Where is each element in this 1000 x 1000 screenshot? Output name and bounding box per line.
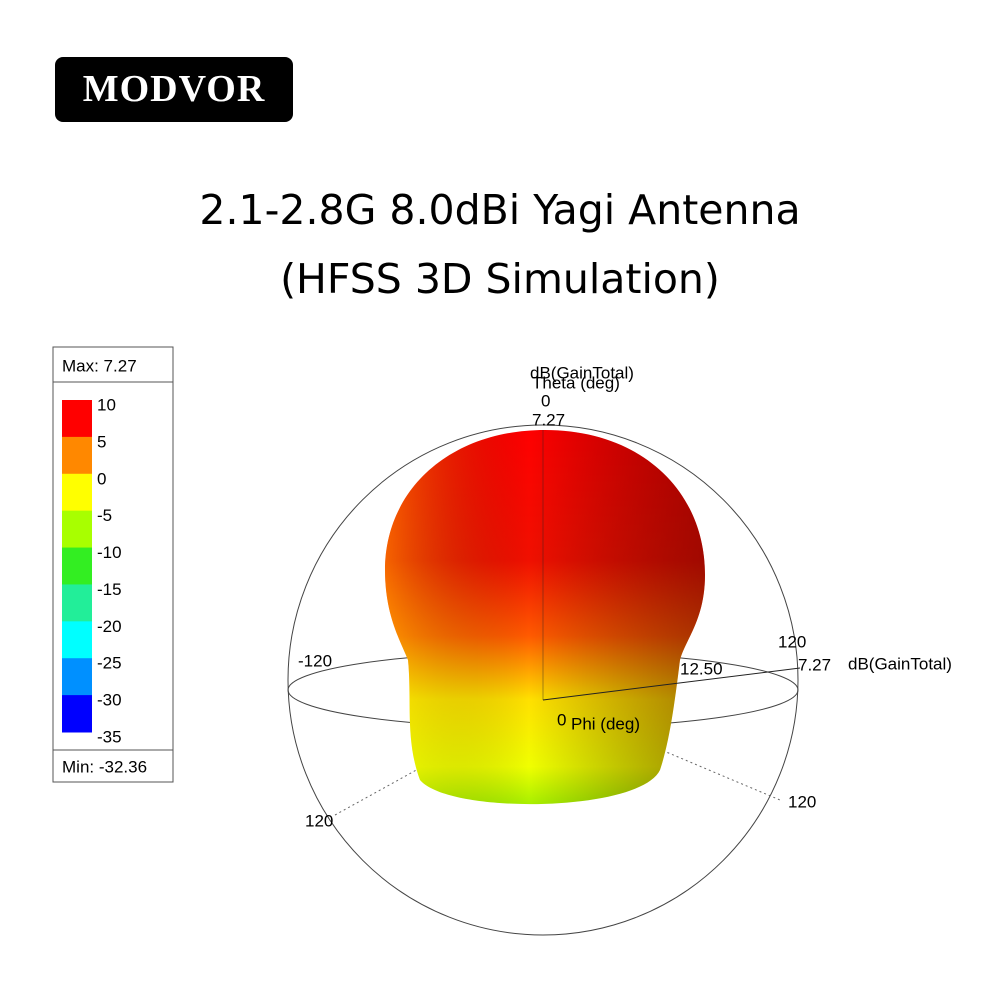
legend-swatch [62, 400, 92, 438]
legend-swatch [62, 547, 92, 585]
plot-label: Phi (deg) [571, 714, 640, 733]
legend-swatch [62, 695, 92, 733]
plot-label: Theta (deg) [532, 373, 620, 392]
plot-label: 12.50 [680, 659, 723, 678]
plot-label: 7.27 [532, 410, 565, 429]
title-line: 2.1-2.8G 8.0dBi Yagi Antenna [199, 186, 801, 234]
legend-swatch [62, 621, 92, 659]
legend-swatch [62, 436, 92, 475]
brand-logo: MODVOR [55, 57, 293, 122]
legend-max: Max: 7.27 [62, 356, 137, 375]
legend-label: -5 [97, 506, 112, 525]
legend-label: -15 [97, 580, 122, 599]
plot-label: 0 [557, 710, 566, 729]
lobe-shading [385, 430, 705, 805]
legend-label: 5 [97, 432, 106, 451]
plot-label: -120 [298, 651, 332, 670]
legend-swatch [62, 584, 92, 622]
legend-swatch [62, 473, 92, 512]
legend-swatch [62, 510, 92, 549]
axis-line [542, 667, 801, 701]
legend-label: 10 [97, 395, 116, 414]
plot-label: 0 [541, 391, 550, 410]
legend-swatch [62, 658, 92, 696]
plot-label: dB(GainTotal) [530, 363, 634, 382]
sphere-outline [287, 424, 799, 936]
legend-label: -20 [97, 617, 122, 636]
plot-label: dB(GainTotal) [848, 654, 952, 673]
plot-label: 120 [788, 792, 816, 811]
legend-label: -25 [97, 654, 122, 673]
plot-label: 7.27 [798, 655, 831, 674]
legend-min: Min: -32.36 [62, 757, 147, 776]
plot-label: 120 [778, 632, 806, 651]
plot-label: 120 [305, 811, 333, 830]
legend-label: 0 [97, 469, 106, 488]
legend-label: -35 [97, 727, 122, 746]
legend-label: -10 [97, 543, 122, 562]
legend-label: -30 [97, 691, 122, 710]
title-line: (HFSS 3D Simulation) [280, 255, 720, 303]
